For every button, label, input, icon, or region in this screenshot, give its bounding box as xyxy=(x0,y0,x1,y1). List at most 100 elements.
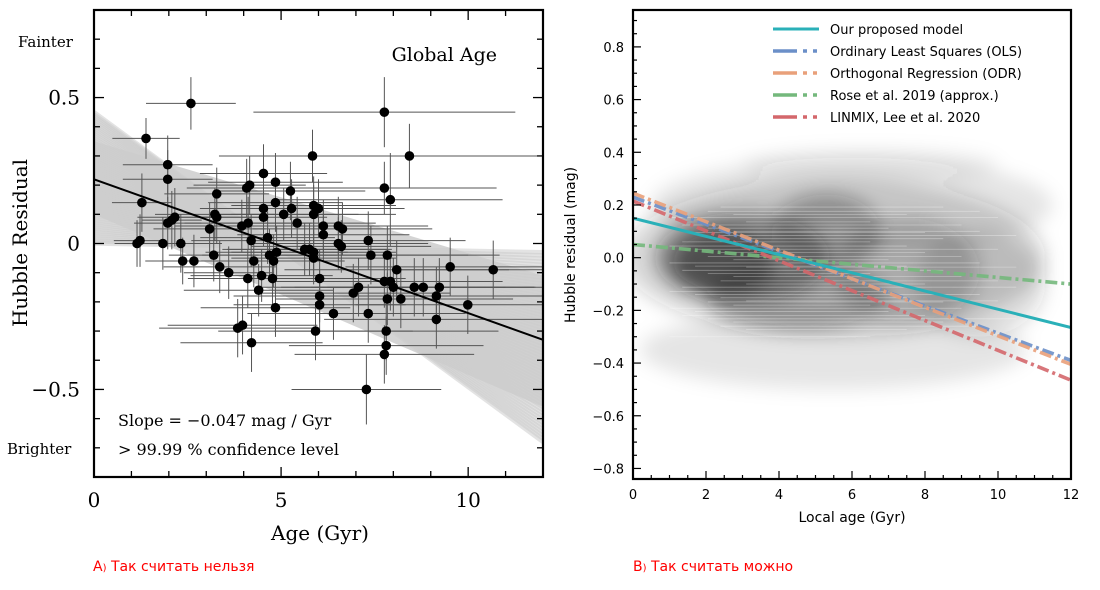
plot-frame xyxy=(631,8,1073,481)
y-tick-label: −0.8 xyxy=(592,462,624,477)
legend: Our proposed model Ordinary Least Squares… xyxy=(773,23,1022,126)
y-tick-label: −0.4 xyxy=(592,357,624,372)
y-tick-label: 0.0 xyxy=(603,252,624,267)
y-tick-label: −0.6 xyxy=(592,410,624,425)
data-point xyxy=(176,238,186,249)
data-point xyxy=(363,235,374,246)
data-point xyxy=(388,282,399,293)
panel-b-local-age: 0 2 4 6 8 10 12 0.8 0.6 0.4 0.2 0.0 −0.2 −0.4 −0.6 −0.8… xyxy=(555,0,1100,585)
data-point xyxy=(211,212,222,223)
density-blob xyxy=(914,231,1046,337)
axis-ticks: 0 5 10 0.5 0 −0.5 xyxy=(31,9,544,512)
data-point xyxy=(141,133,151,144)
legend-item: Our proposed model xyxy=(773,23,963,38)
caption-b-text: Так считать можно xyxy=(650,559,794,575)
x-tick-label: 10 xyxy=(455,488,480,512)
data-point xyxy=(308,253,319,263)
data-point xyxy=(382,294,393,304)
data-point xyxy=(336,241,347,252)
x-tick-label: 5 xyxy=(275,488,288,512)
plot-frame xyxy=(92,8,545,479)
data-point xyxy=(278,209,289,220)
data-point xyxy=(396,294,406,304)
slope-annotation: Slope = −0.047 mag / Gyr xyxy=(118,411,332,430)
data-point xyxy=(366,250,376,260)
caption-b-paren: ) xyxy=(642,563,647,574)
data-points xyxy=(132,98,499,395)
caption-b-letter: B xyxy=(633,559,643,575)
data-point xyxy=(162,159,173,170)
data-point xyxy=(237,320,248,331)
data-point xyxy=(353,282,364,293)
legend-label: LINMIX, Lee et al. 2020 xyxy=(830,111,980,126)
x-axis-label: Local age (Gyr) xyxy=(798,510,905,526)
y-tick-label: 0.8 xyxy=(603,41,624,56)
confidence-annotation: > 99.99 % confidence level xyxy=(118,440,339,459)
data-point xyxy=(382,250,393,260)
fainter-label: Fainter xyxy=(18,33,74,51)
data-point xyxy=(381,326,392,336)
panel-b-chart: 0 2 4 6 8 10 12 0.8 0.6 0.4 0.2 0.0 −0.2 −0.4 −0.6 −0.8… xyxy=(563,8,1080,526)
data-point xyxy=(189,256,199,266)
density-cloud xyxy=(633,149,1053,390)
data-point xyxy=(137,197,147,208)
data-point xyxy=(258,212,269,223)
x-tick-label: 0 xyxy=(629,488,637,503)
model-lines xyxy=(633,191,1071,382)
series-line-4 xyxy=(633,199,1071,382)
legend-label: Rose et al. 2019 (approx.) xyxy=(830,89,999,104)
legend-item: Orthogonal Regression (ODR) xyxy=(773,67,1022,82)
data-point xyxy=(385,194,396,205)
series-line-2 xyxy=(633,191,1071,367)
data-point xyxy=(361,384,372,395)
data-point xyxy=(310,326,321,336)
data-point xyxy=(258,168,269,179)
data-point xyxy=(314,299,325,310)
data-point xyxy=(242,273,253,284)
data-point xyxy=(391,264,402,275)
data-point xyxy=(246,235,256,246)
data-point xyxy=(170,212,180,223)
data-point xyxy=(292,218,302,228)
data-point xyxy=(313,203,324,214)
density-background xyxy=(633,149,1053,390)
data-point xyxy=(262,232,273,243)
data-point xyxy=(285,186,296,196)
x-tick-label: 0 xyxy=(88,488,101,512)
legend-item: LINMIX, Lee et al. 2020 xyxy=(773,111,980,126)
y-tick-label: 0.4 xyxy=(603,146,624,161)
data-point xyxy=(253,285,264,296)
axis-ticks: 0 2 4 6 8 10 12 0.8 0.6 0.4 0.2 0.0 −0.2 −0.4 −0.6 −0.8 xyxy=(592,19,1080,503)
data-point xyxy=(248,256,259,266)
caption-a-paren: ) xyxy=(102,563,107,574)
caption-a-text: Так считать нельзя xyxy=(110,559,255,575)
y-axis-label: Hubble Residual xyxy=(8,159,32,327)
y-tick-label: 0.6 xyxy=(603,94,624,109)
data-point xyxy=(256,270,267,281)
chart-title: Global Age xyxy=(392,44,497,66)
density-blob xyxy=(706,265,889,329)
data-point xyxy=(271,247,282,258)
y-tick-label: −0.2 xyxy=(592,304,624,319)
data-point xyxy=(270,302,281,313)
data-point xyxy=(267,273,278,284)
data-point xyxy=(258,203,269,214)
x-tick-label: 12 xyxy=(1063,488,1080,503)
x-tick-label: 4 xyxy=(775,488,783,503)
data-point xyxy=(243,218,253,228)
data-point xyxy=(328,308,339,319)
data-point xyxy=(270,177,281,188)
data-point xyxy=(270,197,281,208)
data-point xyxy=(381,340,392,351)
data-point xyxy=(431,314,442,325)
panel-a-chart: 0 5 10 0.5 0 −0.5 Global Age Fainter Brighter… xyxy=(7,8,545,545)
legend-item: Rose et al. 2019 (approx.) xyxy=(773,89,999,104)
data-point xyxy=(445,262,456,272)
x-axis-label: Age (Gyr) xyxy=(270,521,369,545)
data-point xyxy=(488,264,499,275)
data-point xyxy=(135,235,145,246)
x-tick-label: 10 xyxy=(990,488,1007,503)
y-tick-label: 0 xyxy=(67,232,80,256)
caption-b: B) Так считать можно xyxy=(633,559,793,575)
data-point xyxy=(307,151,318,161)
